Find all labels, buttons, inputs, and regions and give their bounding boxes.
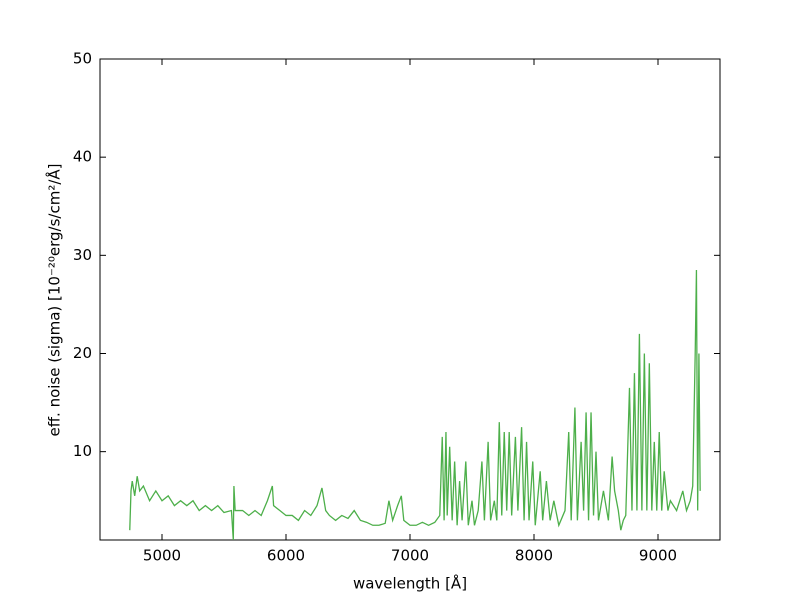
y-tick-label: 20 [73, 344, 92, 362]
y-tick-label: 40 [73, 148, 92, 166]
x-tick-label: 5000 [143, 547, 181, 565]
x-axis-label: wavelength [Å] [353, 574, 467, 593]
y-axis-label: eff. noise (sigma) [10⁻²⁰erg/s/cm²/Å] [45, 163, 64, 436]
y-tick-label: 10 [73, 442, 92, 460]
x-tick-label: 8000 [515, 547, 553, 565]
x-tick-label: 7000 [391, 547, 429, 565]
y-tick-label: 50 [73, 50, 92, 68]
x-tick-label: 6000 [267, 547, 305, 565]
x-tick-label: 9000 [639, 547, 677, 565]
y-tick-label: 30 [73, 246, 92, 264]
spectrum-line [129, 270, 701, 541]
